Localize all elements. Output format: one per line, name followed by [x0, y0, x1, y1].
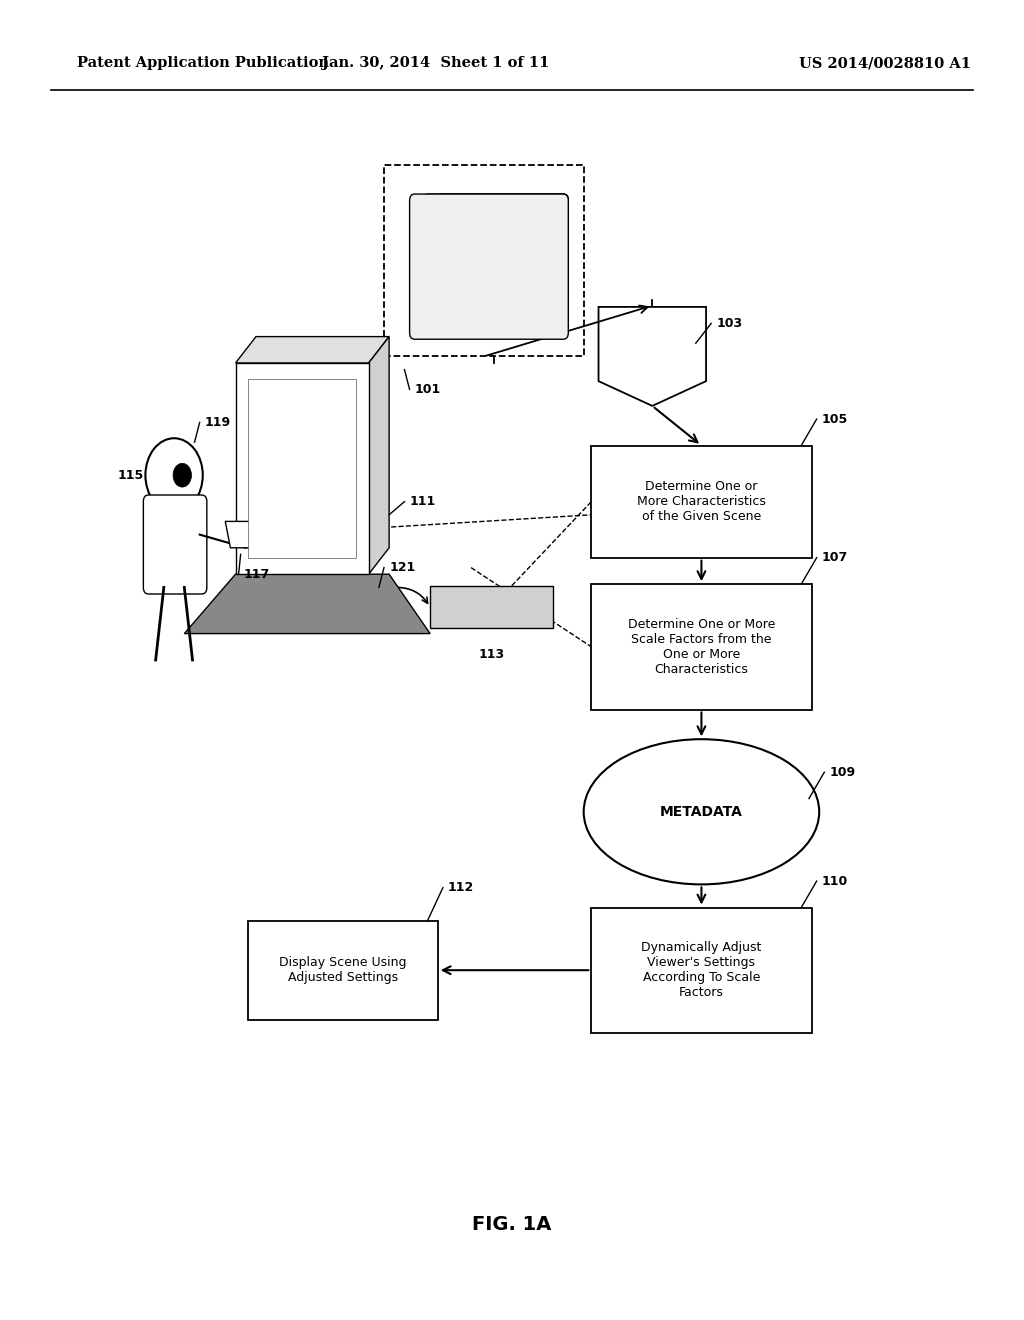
Text: Determine One or More
Scale Factors from the
One or More
Characteristics: Determine One or More Scale Factors from… — [628, 618, 775, 676]
Text: Jan. 30, 2014  Sheet 1 of 11: Jan. 30, 2014 Sheet 1 of 11 — [322, 57, 549, 70]
FancyBboxPatch shape — [384, 165, 584, 356]
Text: 112: 112 — [449, 882, 474, 894]
Text: 121: 121 — [389, 561, 416, 574]
Text: Dynamically Adjust
Viewer's Settings
According To Scale
Factors: Dynamically Adjust Viewer's Settings Acc… — [641, 941, 762, 999]
Text: FIG. 1A: FIG. 1A — [472, 1216, 552, 1234]
Polygon shape — [369, 337, 389, 574]
Text: US 2014/0028810 A1: US 2014/0028810 A1 — [799, 57, 971, 70]
Text: Determine One or
More Characteristics
of the Given Scene: Determine One or More Characteristics of… — [637, 480, 766, 523]
Text: METADATA: METADATA — [660, 805, 742, 818]
Text: Display Scene Using
Adjusted Settings: Display Scene Using Adjusted Settings — [280, 956, 407, 985]
Ellipse shape — [584, 739, 819, 884]
Text: 110: 110 — [822, 875, 848, 887]
FancyBboxPatch shape — [592, 446, 811, 557]
Polygon shape — [248, 379, 356, 558]
FancyBboxPatch shape — [436, 194, 568, 308]
Text: 103: 103 — [717, 317, 742, 330]
Text: 101: 101 — [415, 383, 441, 396]
FancyBboxPatch shape — [592, 583, 811, 710]
Text: Patent Application Publication: Patent Application Publication — [77, 57, 329, 70]
Polygon shape — [598, 308, 707, 407]
FancyBboxPatch shape — [143, 495, 207, 594]
Text: 111: 111 — [410, 495, 436, 508]
Text: 119: 119 — [205, 416, 231, 429]
FancyBboxPatch shape — [430, 586, 553, 628]
Circle shape — [173, 463, 191, 487]
FancyBboxPatch shape — [410, 194, 568, 339]
Polygon shape — [236, 337, 389, 363]
Circle shape — [145, 438, 203, 512]
Text: 115: 115 — [118, 469, 144, 482]
Polygon shape — [236, 363, 369, 574]
FancyBboxPatch shape — [249, 921, 438, 1019]
FancyBboxPatch shape — [423, 194, 568, 323]
Polygon shape — [184, 574, 430, 634]
Text: 117: 117 — [244, 568, 270, 581]
Text: 109: 109 — [829, 766, 856, 779]
Text: 105: 105 — [822, 413, 848, 425]
Text: 113: 113 — [478, 648, 505, 661]
FancyBboxPatch shape — [592, 908, 811, 1032]
Polygon shape — [225, 521, 266, 548]
Text: 107: 107 — [822, 552, 848, 564]
